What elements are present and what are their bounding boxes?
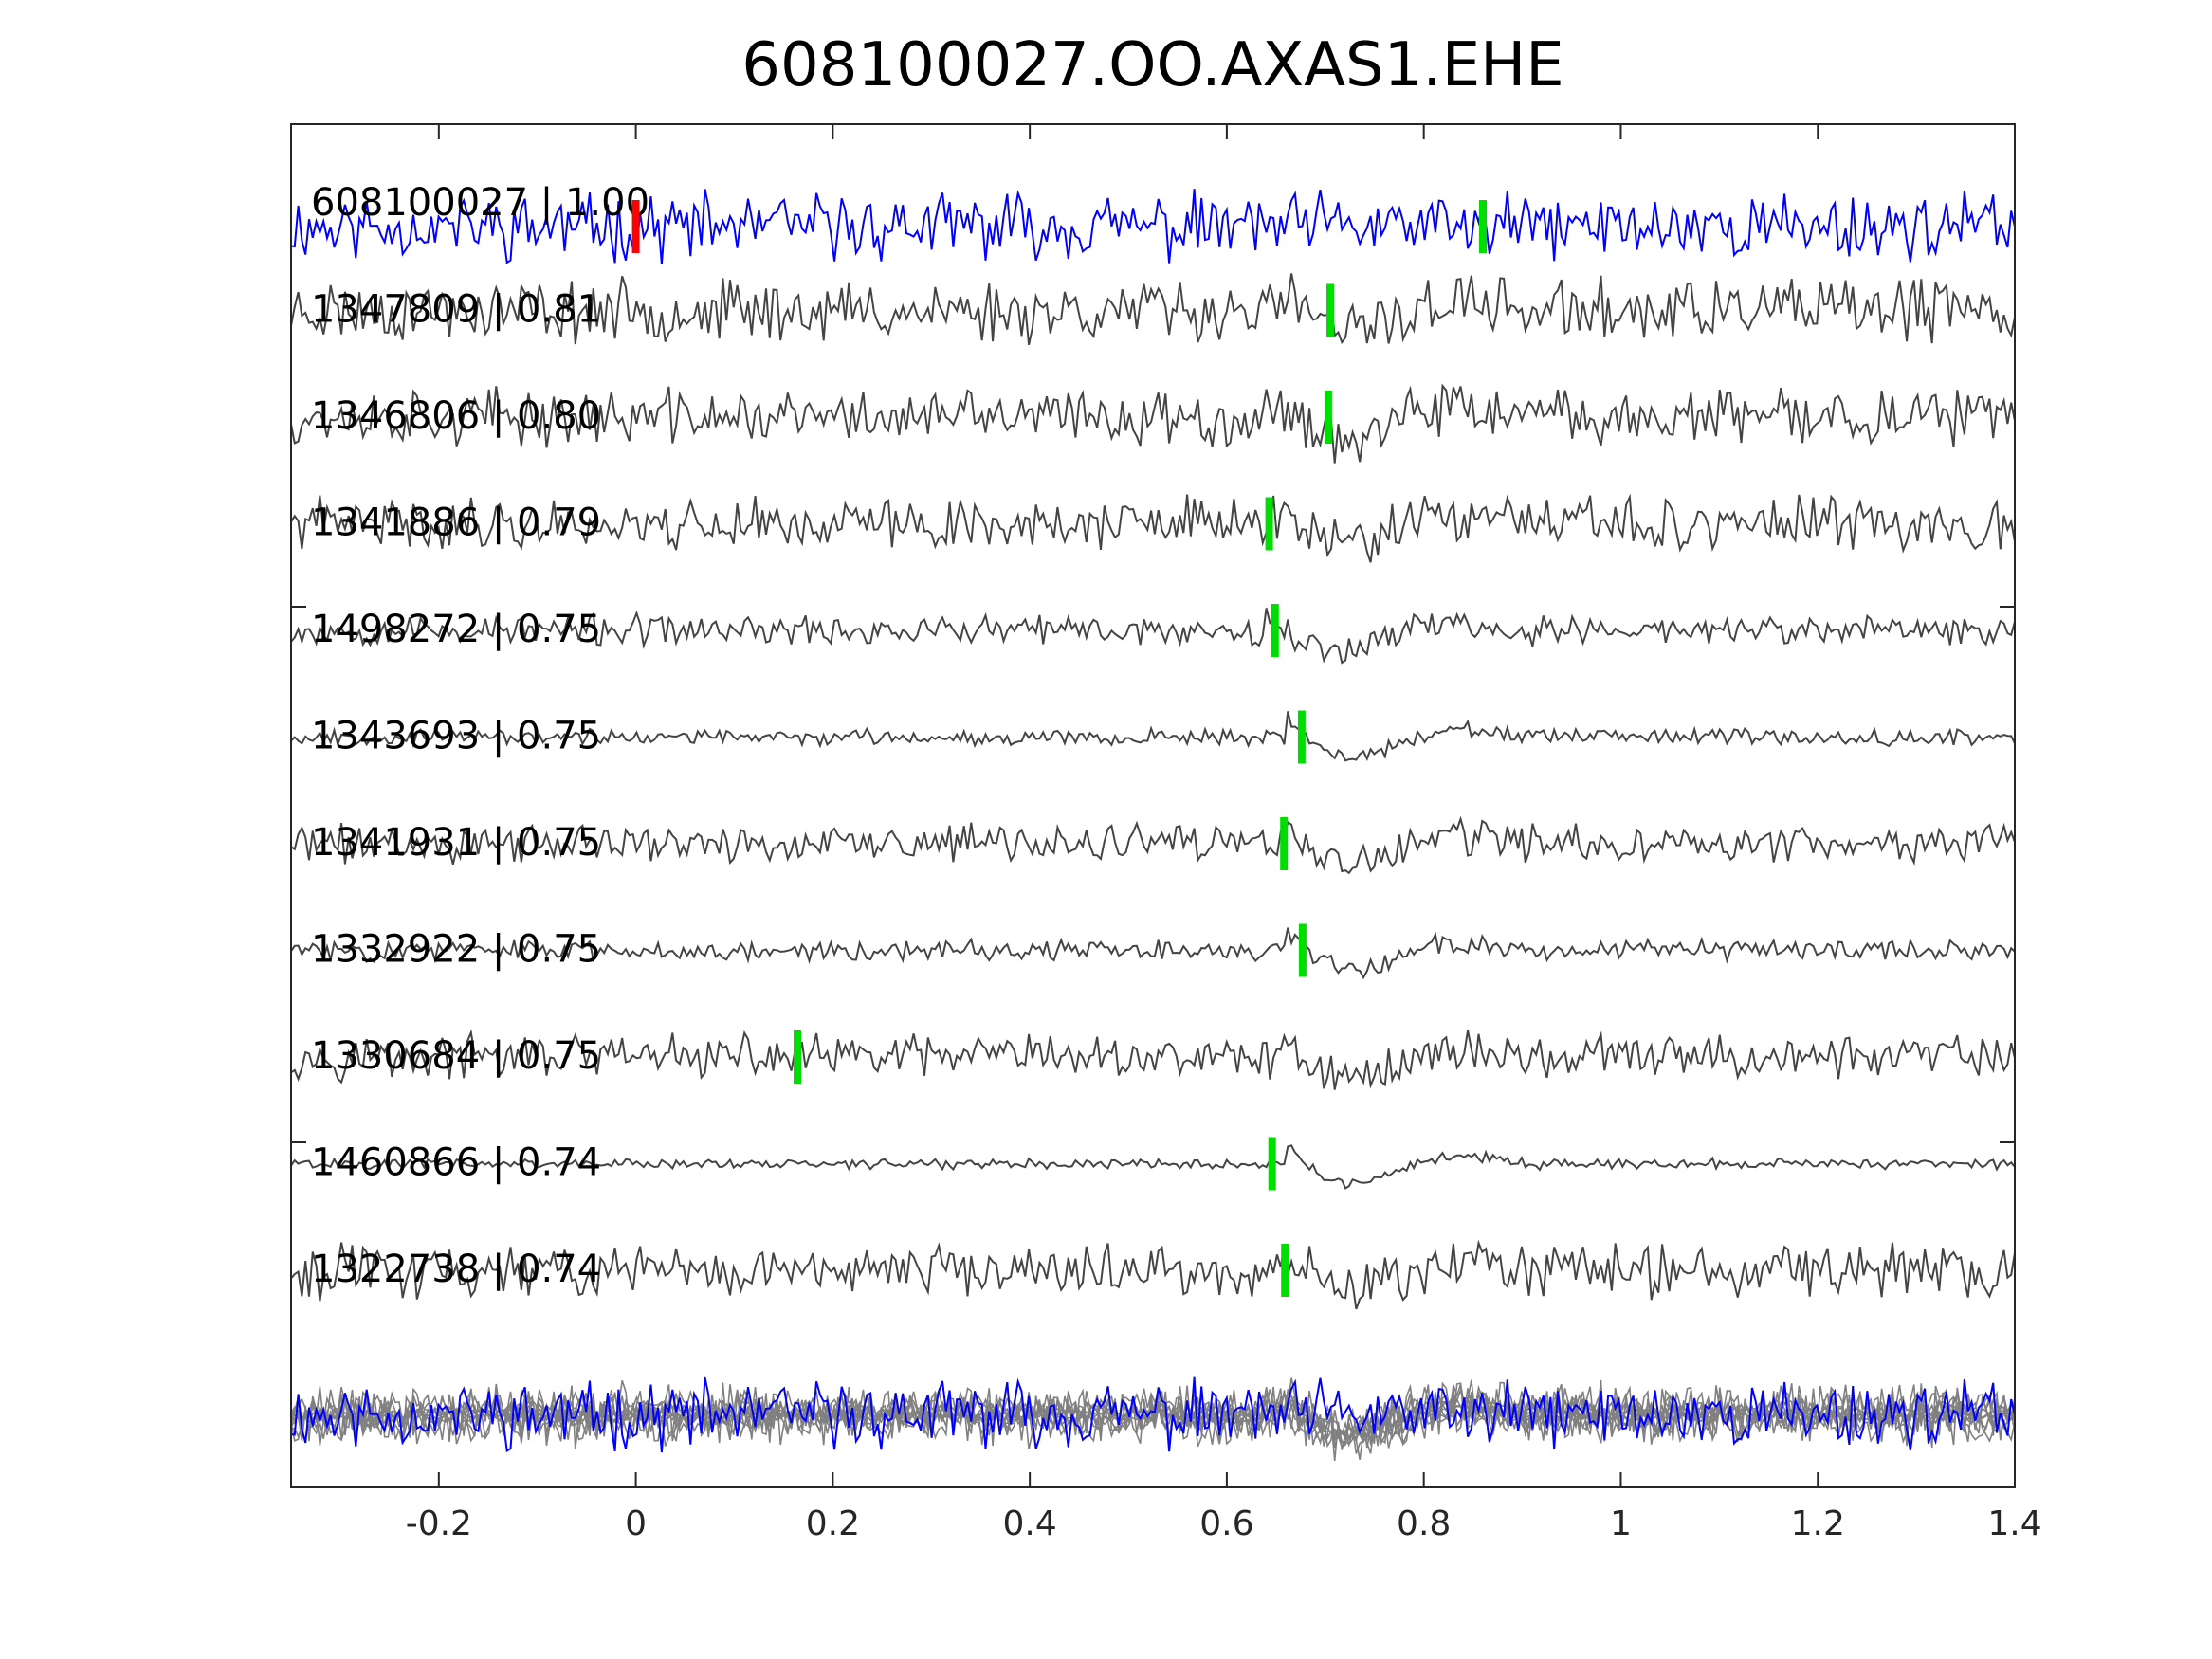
trace-1346806 [290, 383, 2016, 464]
trace-1322738 [290, 1239, 2016, 1310]
trace-label: 1347809 | 0.81 [311, 288, 601, 332]
trace-label: 1341886 | 0.79 [311, 501, 601, 545]
trace-label: 1341931 | 0.75 [311, 821, 601, 865]
trace-label: 1332922 | 0.75 [311, 928, 601, 972]
stack-trace [290, 1377, 2016, 1449]
trace-1341886 [290, 493, 2016, 563]
trace-1343693 [290, 711, 2016, 762]
x-tick-label: 0 [625, 1504, 647, 1543]
trace-1341931 [290, 815, 2016, 875]
x-tick-label: 0.6 [1199, 1504, 1253, 1543]
stack-trace [290, 1395, 2016, 1441]
x-tick-label: 0.4 [1003, 1504, 1057, 1543]
trace-1498272 [290, 608, 2016, 665]
trace-608100027 [290, 189, 2016, 264]
trace-1347809 [290, 273, 2016, 346]
chart-title: 608100027.OO.AXAS1.EHE [741, 30, 1563, 100]
trace-1330684 [290, 1029, 2016, 1090]
trace-label: 1346806 | 0.80 [311, 394, 601, 438]
x-tick-label: 0.2 [806, 1504, 860, 1543]
x-tick-label: 1.4 [1987, 1504, 2041, 1543]
picks-layer [631, 200, 1487, 1297]
trace-label: 1322738 | 0.74 [311, 1248, 601, 1291]
ticks-layer: -0.2 0 0.2 0.4 0.6 0.8 1 1.2 1.4 [291, 123, 2042, 1543]
trace-label: 1343693 | 0.75 [311, 715, 601, 758]
labels-layer: 608100027 | 1.00 1347809 | 0.81 1346806 | … [311, 181, 649, 1291]
traces-layer [290, 189, 2016, 1462]
trace-1460866 [290, 1144, 2016, 1190]
trace-label: 1330684 | 0.75 [311, 1034, 601, 1078]
x-tick-label: 1.2 [1791, 1504, 1845, 1543]
x-tick-label: 1 [1610, 1504, 1632, 1543]
trace-1332922 [290, 927, 2016, 980]
stack-trace [290, 1376, 2016, 1453]
trace-label: 1498272 | 0.75 [311, 608, 601, 651]
trace-label: 608100027 | 1.00 [311, 181, 649, 225]
x-tick-label: 0.8 [1397, 1504, 1451, 1543]
x-tick-label: -0.2 [406, 1504, 472, 1543]
axes-frame [290, 123, 2016, 1488]
trace-label: 1460866 | 0.74 [311, 1141, 601, 1185]
